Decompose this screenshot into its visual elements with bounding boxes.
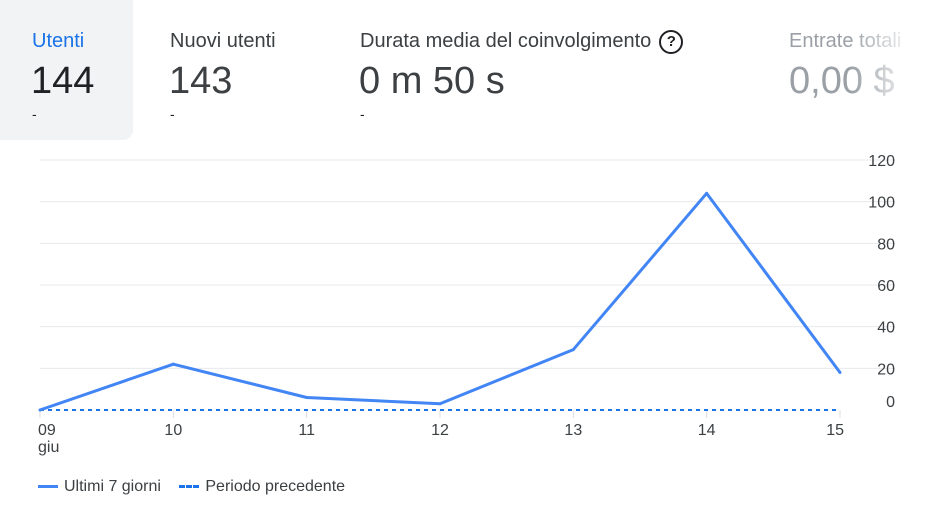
data-point (38, 408, 42, 412)
metric-card-durata-media[interactable]: Durata media del coinvolgimento? 0 m 50 … (333, 0, 753, 140)
metric-value: 144 (31, 60, 95, 102)
x-tick-label: 13 (564, 422, 582, 439)
metric-label: Utenti (32, 30, 85, 52)
data-point (438, 402, 442, 406)
legend-label: Ultimi 7 giorni (64, 478, 161, 495)
data-point (171, 362, 175, 366)
data-point (838, 371, 842, 374)
series-line-current (39, 191, 842, 412)
metric-value: 0 m 50 s (359, 60, 505, 102)
legend-item-current[interactable]: Ultimi 7 giorni (38, 478, 161, 496)
data-point (571, 348, 575, 352)
metric-change: - (32, 106, 37, 122)
x-tick-label: 15 (826, 422, 844, 439)
x-month-label: giu (38, 439, 59, 456)
metric-change: - (170, 106, 175, 122)
solid-line-swatch-icon (38, 485, 58, 489)
x-tick-label: 11 (298, 422, 315, 439)
metric-card-utenti[interactable]: Utenti 144 - (0, 0, 133, 140)
x-tick-label: 10 (164, 422, 182, 439)
data-point (705, 191, 709, 195)
y-tick-label: 20 (877, 361, 895, 378)
legend-item-previous[interactable]: Periodo precedente (179, 478, 345, 496)
legend-label: Periodo precedente (205, 478, 346, 495)
y-tick-label: 80 (877, 236, 895, 253)
y-tick-label: 100 (868, 195, 895, 212)
y-tick-label: 120 (868, 153, 895, 170)
metric-label: Durata media del coinvolgimento (360, 30, 652, 52)
metric-card-nuovi-utenti[interactable]: Nuovi utenti 143 - (133, 0, 333, 140)
y-tick-label: 0 (886, 394, 895, 411)
help-icon[interactable]: ? (659, 30, 684, 54)
line-chart: 0 20 40 60 80 100 120 09 10 11 12 13 14 15 giu (38, 153, 895, 456)
metric-change: - (360, 106, 365, 122)
data-point (305, 396, 309, 399)
y-tick-label: 40 (877, 320, 895, 337)
metric-cards: Utenti 144 - Nuovi utenti 143 - Durata m… (0, 0, 930, 140)
x-tick-label: 12 (431, 422, 449, 439)
x-tick-label: 09 (38, 422, 56, 439)
scroll-fade (850, 0, 930, 140)
metric-value: 143 (169, 60, 233, 102)
x-tick-label: 14 (698, 422, 716, 439)
dashed-line-swatch-icon (179, 485, 200, 489)
y-tick-label: 60 (877, 278, 895, 295)
chart-legend: Ultimi 7 giorni Periodo precedente (38, 478, 359, 496)
metric-label: Nuovi utenti (170, 30, 276, 52)
metric-label-row: Durata media del coinvolgimento? (360, 30, 684, 54)
